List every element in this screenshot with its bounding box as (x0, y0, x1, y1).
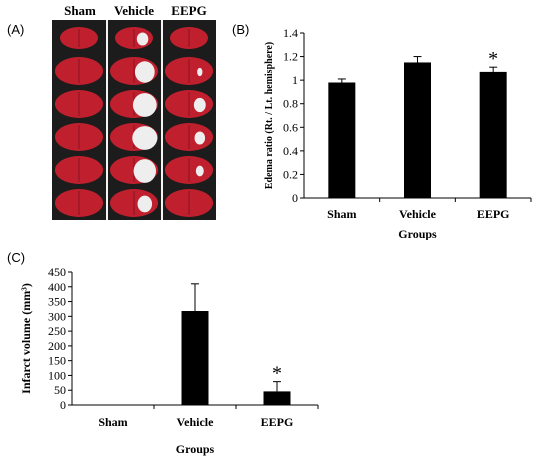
brain-slices-svg (55, 20, 213, 220)
edema-ratio-chart: 0 0.2 0.4 0.6 0.8 1 1.2 1.4 Sham Vehicle * EEPG Grou… (264, 26, 532, 240)
panel-a-letter: (A) (7, 22, 25, 37)
infarct-category-label: Vehicle (177, 415, 215, 429)
edema-y-tick-label: 0.8 (283, 97, 298, 111)
edema-y-tick-label: 1.4 (283, 26, 298, 40)
infarct-y-tick-label: 300 (48, 309, 66, 323)
infarct-y-tick-label: 450 (48, 265, 66, 279)
infarct-y-tick-label: 150 (48, 354, 66, 368)
infarct-area (197, 67, 203, 77)
infarct-area (195, 165, 204, 177)
infarct-y-tick-label: 200 (48, 339, 66, 353)
infarct-bar (181, 311, 209, 405)
infarct-y-tick-label: 400 (48, 280, 66, 294)
panel-b-letter: (B) (232, 22, 250, 37)
edema-bar (328, 82, 356, 198)
infarct-y-tick-label: 100 (48, 368, 66, 382)
photo-col-label-eepg: EEPG (171, 3, 207, 18)
edema-category-label: Sham (327, 207, 356, 221)
edema-significance-marker: * (488, 48, 498, 70)
edema-y-tick-label: 0.2 (283, 167, 298, 181)
infarct-y-label: Infarct volume (mm³) (19, 283, 33, 394)
infarct-area (132, 126, 158, 150)
edema-y-label: Edema ratio (Rt. / Lt. hemisphere) (264, 42, 275, 189)
infarct-area (136, 32, 149, 46)
infarct-bar (263, 391, 291, 405)
edema-x-label: Groups (398, 227, 437, 240)
brain-slices-photo (52, 20, 216, 220)
edema-bar (404, 62, 431, 198)
panel-c-letter: (C) (7, 250, 26, 265)
infarct-x-label: Groups (176, 442, 215, 456)
edema-category-label: Vehicle (399, 207, 437, 221)
edema-y-tick-label: 1 (292, 73, 298, 87)
edema-y-tick-label: 0 (292, 191, 298, 205)
infarct-y-tick-label: 0 (60, 398, 66, 412)
infarct-y-tick-label: 50 (54, 383, 66, 397)
edema-category-label: EEPG (477, 207, 510, 221)
infarct-area (133, 159, 157, 183)
photo-col-label-sham: Sham (64, 3, 96, 18)
edema-bar (479, 71, 507, 198)
infarct-significance-marker: * (272, 363, 282, 385)
infarct-area (134, 61, 155, 83)
edema-y-tick-label: 0.4 (283, 144, 298, 158)
infarct-area (137, 195, 153, 213)
infarct-area (194, 131, 206, 145)
infarct-area (132, 93, 157, 117)
infarct-category-label: EEPG (261, 415, 294, 429)
infarct-y-tick-label: 350 (48, 295, 66, 309)
photo-col-label-vehicle: Vehicle (114, 3, 154, 18)
edema-y-tick-label: 1.2 (283, 50, 298, 64)
infarct-area (193, 97, 206, 113)
edema-y-tick-label: 0.6 (283, 120, 298, 134)
infarct-y-tick-label: 250 (48, 324, 66, 338)
infarct-category-label: Sham (98, 415, 127, 429)
